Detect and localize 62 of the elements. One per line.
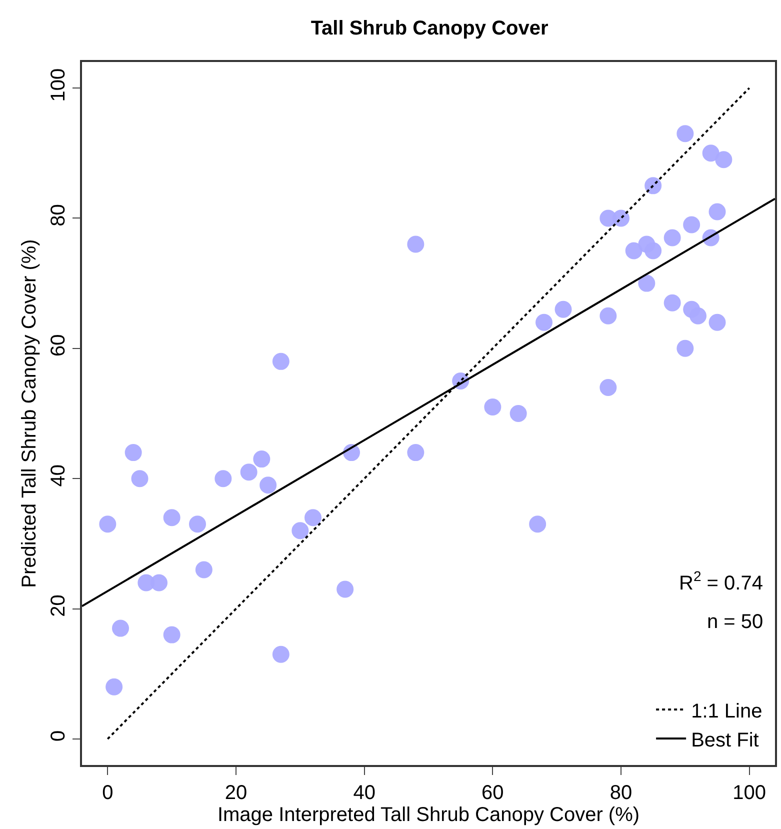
- point: [272, 646, 290, 663]
- y-tick-label: 60: [47, 334, 70, 357]
- point: [189, 516, 206, 533]
- point: [625, 242, 642, 260]
- legend-label: Best Fit: [691, 729, 760, 752]
- point: [407, 236, 424, 253]
- x-tick-label: 80: [610, 782, 632, 804]
- y-tick-label: 0: [47, 730, 70, 742]
- point: [644, 177, 662, 194]
- point: [99, 516, 116, 533]
- legend-label: 1:1 Line: [691, 700, 762, 722]
- point: [240, 464, 258, 481]
- point: [150, 574, 168, 592]
- x-tick-label: 100: [732, 782, 766, 804]
- x-tick-label: 20: [224, 782, 248, 804]
- point: [292, 522, 309, 540]
- y-tick-label: 20: [47, 594, 70, 617]
- point: [304, 509, 322, 526]
- point: [529, 516, 546, 533]
- y-tick-label: 40: [47, 464, 70, 487]
- point: [510, 405, 527, 422]
- point: [336, 580, 354, 598]
- point: [644, 242, 662, 260]
- point: [214, 470, 232, 488]
- x-tick-label: 40: [353, 782, 376, 804]
- point: [554, 300, 572, 318]
- point: [163, 509, 180, 526]
- point: [612, 210, 630, 227]
- point: [484, 398, 502, 416]
- point: [124, 444, 142, 462]
- chart-title: Tall Shrub Canopy Cover: [310, 18, 548, 40]
- point: [260, 476, 277, 494]
- point: [664, 294, 681, 312]
- point: [536, 314, 552, 331]
- point: [715, 151, 732, 168]
- point: [676, 340, 694, 357]
- point: [195, 561, 212, 578]
- x-tick-label: 60: [482, 782, 504, 804]
- annotation: n = 50: [707, 611, 764, 633]
- point: [112, 620, 129, 637]
- x-axis-title: Image Interpreted Tall Shrub Canopy Cover (%): [217, 804, 640, 826]
- point: [676, 125, 694, 142]
- point: [163, 626, 180, 644]
- point: [702, 144, 720, 162]
- point: [664, 229, 681, 246]
- y-tick-label: 80: [47, 204, 70, 226]
- x-tick-label: 0: [102, 782, 114, 804]
- point: [600, 378, 617, 396]
- point: [638, 274, 656, 292]
- point: [708, 314, 726, 331]
- point: [407, 444, 424, 462]
- point: [600, 307, 617, 324]
- point: [131, 470, 148, 488]
- point: [690, 307, 706, 324]
- y-axis-title: Predicted Tall Shrub Canopy Cover (%): [18, 239, 40, 588]
- point: [106, 678, 123, 696]
- point: [272, 352, 290, 370]
- point: [253, 450, 270, 468]
- annotation: R$^{2}$ = 0.74: [679, 568, 763, 594]
- y-tick-label: 100: [47, 68, 70, 102]
- point: [683, 216, 700, 234]
- point: [708, 203, 726, 220]
